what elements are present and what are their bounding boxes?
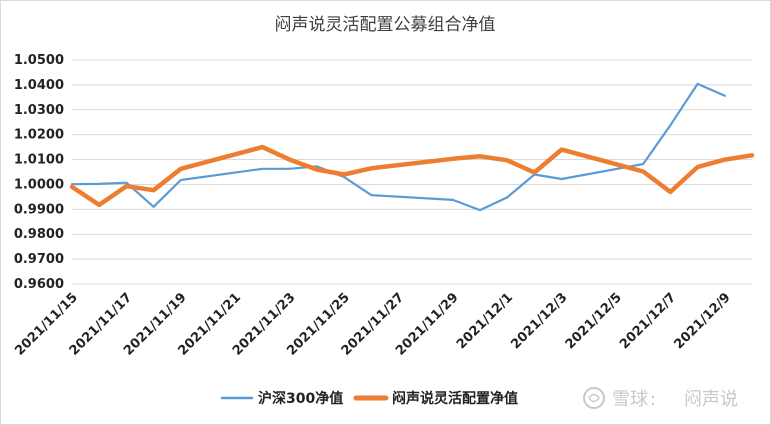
series-line-2: [69, 144, 755, 208]
xueqiu-logo-icon: [583, 387, 605, 409]
y-tick-label: 1.0300: [14, 103, 64, 118]
watermark-brand: 雪球: [612, 389, 648, 410]
y-axis-ticks: 1.0500 1.0400 1.0300 1.0200 1.0100 1.0000 0.99…: [14, 53, 64, 292]
y-tick-label: 0.9800: [14, 227, 64, 242]
y-tick-label: 1.0500: [14, 53, 64, 68]
legend-label: 沪深300净值: [258, 390, 343, 407]
y-tick-label: 0.9600: [14, 277, 64, 292]
legend-label: 闷声说灵活配置净值: [392, 390, 518, 407]
legend: 沪深300净值 闷声说灵活配置净值: [220, 390, 518, 407]
y-tick-label: 0.9700: [14, 252, 64, 267]
y-tick-label: 1.0200: [14, 128, 64, 143]
chart-title: 闷声说灵活配置公募组合净值: [275, 15, 496, 35]
y-tick-label: 1.0400: [14, 78, 64, 93]
watermark-author: 闷声说: [684, 389, 738, 410]
series-line-1: [70, 82, 726, 212]
y-tick-label: 1.0000: [14, 177, 64, 192]
gridlines: [72, 59, 752, 285]
watermark-separator: :: [650, 389, 656, 410]
watermark: 雪球 : 闷声说: [583, 387, 738, 410]
y-tick-label: 1.0100: [14, 153, 64, 168]
series-lines: [69, 82, 755, 212]
y-tick-label: 0.9900: [14, 202, 64, 217]
